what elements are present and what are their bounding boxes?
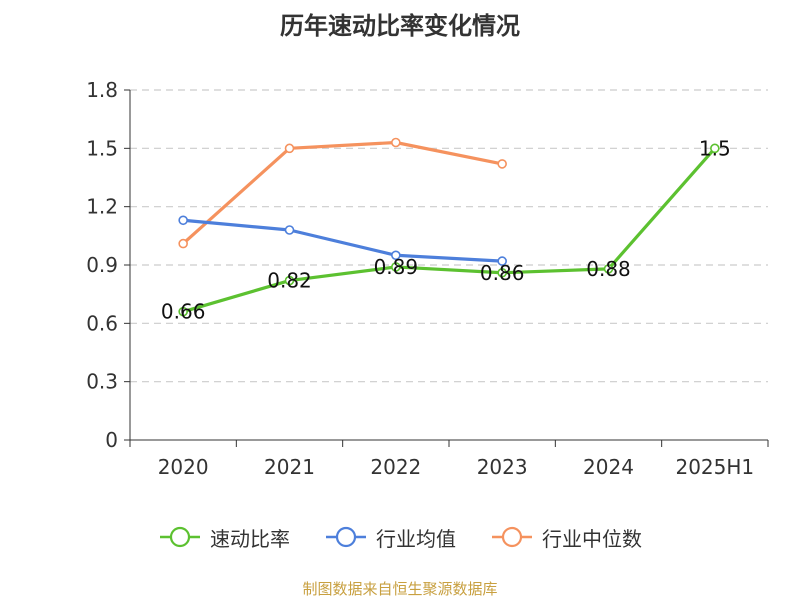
data-label: 1.5	[699, 136, 731, 160]
legend-marker-icon	[492, 526, 532, 548]
y-tick-labels: 0 0.3 0.6 0.9 1.2 1.5 1.8	[86, 78, 118, 452]
x-tick-label: 2020	[158, 455, 209, 479]
data-label: 0.89	[374, 255, 419, 279]
x-tick-labels: 2020 2021 2022 2023 2024 2025H1	[158, 455, 754, 479]
legend-label: 速动比率	[210, 526, 290, 551]
data-point	[710, 143, 720, 154]
data-label: 0.66	[161, 300, 206, 324]
series-line	[181, 218, 504, 263]
y-tick-label: 1.2	[86, 195, 118, 219]
x-tick-label: 2022	[370, 455, 421, 479]
data-labels: 0.66 0.82 0.89 0.86 0.88 1.5	[161, 136, 731, 323]
data-point	[603, 264, 614, 274]
data-point	[178, 215, 188, 226]
x-tick-label: 2025H1	[675, 455, 754, 479]
y-tick-label: 0	[105, 428, 118, 452]
data-label: 0.82	[267, 269, 312, 293]
data-point	[391, 262, 401, 272]
x-tick-label: 2024	[583, 455, 634, 479]
series-lines	[178, 137, 720, 317]
series-line	[181, 140, 504, 246]
y-tick-label: 0.9	[86, 253, 118, 277]
data-point	[178, 238, 188, 249]
data-point	[497, 256, 507, 266]
legend-label: 行业中位数	[542, 526, 642, 551]
source-note: 制图数据来自恒生聚源数据库	[302, 580, 498, 598]
series-line	[181, 146, 717, 314]
legend-item[interactable]: 行业中位数	[490, 523, 642, 552]
data-label: 0.86	[480, 261, 525, 285]
data-point	[391, 250, 401, 261]
data-point	[497, 267, 507, 278]
grid-lines	[130, 89, 768, 383]
x-tick-label: 2023	[477, 455, 528, 479]
data-point	[284, 275, 295, 286]
axes	[124, 89, 769, 447]
chart-title: 历年速动比率变化情况	[280, 12, 520, 40]
legend: 速动比率 行业均值 行业中位数	[0, 520, 800, 554]
legend-label: 行业均值	[376, 526, 456, 551]
y-tick-label: 0.6	[86, 311, 118, 335]
legend-item[interactable]: 行业均值	[324, 523, 456, 552]
data-point	[178, 306, 188, 317]
data-label: 0.88	[586, 257, 631, 281]
data-point	[497, 159, 507, 169]
y-tick-label: 0.3	[86, 370, 118, 394]
legend-marker-icon	[326, 526, 366, 548]
data-point	[391, 137, 401, 148]
y-tick-label: 1.5	[86, 136, 118, 160]
x-tick-label: 2021	[264, 455, 315, 479]
legend-marker-icon	[160, 526, 200, 548]
data-point	[284, 225, 295, 235]
y-tick-label: 1.8	[86, 78, 118, 102]
legend-item[interactable]: 速动比率	[158, 523, 290, 552]
data-point	[284, 143, 295, 154]
